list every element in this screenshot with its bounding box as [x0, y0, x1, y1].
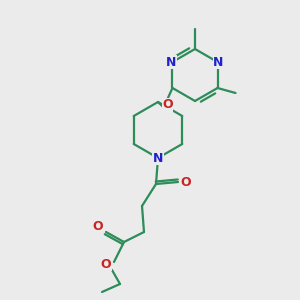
Text: N: N	[166, 56, 177, 68]
Text: O: O	[93, 220, 103, 232]
Text: N: N	[153, 152, 163, 164]
Text: O: O	[101, 257, 111, 271]
Text: N: N	[213, 56, 224, 68]
Text: O: O	[181, 176, 191, 188]
Text: O: O	[162, 98, 173, 112]
